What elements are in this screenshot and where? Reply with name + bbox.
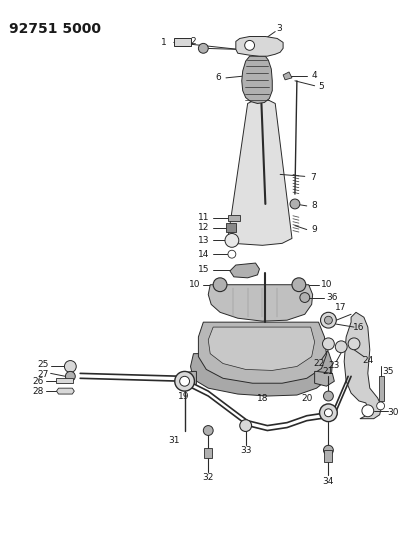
Circle shape	[228, 251, 236, 258]
Text: 34: 34	[323, 477, 334, 486]
Circle shape	[320, 404, 337, 422]
Text: 31: 31	[168, 436, 180, 445]
Polygon shape	[242, 56, 272, 103]
Circle shape	[300, 293, 310, 302]
Circle shape	[324, 445, 333, 455]
Bar	[226, 223, 236, 231]
Text: 19: 19	[178, 392, 189, 400]
Text: 23: 23	[329, 361, 340, 370]
Polygon shape	[228, 100, 292, 245]
Polygon shape	[315, 372, 334, 386]
Circle shape	[225, 233, 239, 247]
Text: 10: 10	[321, 280, 332, 289]
Circle shape	[322, 338, 334, 350]
Text: 36: 36	[327, 293, 338, 302]
Text: 5: 5	[319, 82, 324, 91]
Text: 17: 17	[334, 303, 346, 312]
Circle shape	[181, 374, 190, 384]
Text: 10: 10	[189, 280, 200, 289]
Text: 7: 7	[310, 173, 316, 182]
Circle shape	[362, 405, 374, 417]
Text: 4: 4	[312, 71, 318, 80]
Text: 32: 32	[202, 473, 214, 482]
Text: 35: 35	[383, 367, 394, 376]
Polygon shape	[283, 72, 292, 80]
Polygon shape	[198, 322, 326, 383]
Circle shape	[320, 312, 336, 328]
Polygon shape	[236, 36, 283, 56]
Circle shape	[335, 341, 347, 353]
Circle shape	[66, 372, 75, 381]
Text: 92751 5000: 92751 5000	[9, 22, 101, 36]
Circle shape	[290, 199, 300, 209]
Circle shape	[240, 419, 252, 432]
Bar	[174, 38, 192, 46]
Text: 28: 28	[32, 386, 44, 395]
Text: 12: 12	[198, 223, 209, 232]
Bar	[228, 215, 240, 221]
Text: 26: 26	[32, 377, 44, 386]
Circle shape	[292, 278, 306, 292]
Circle shape	[245, 41, 254, 50]
Circle shape	[324, 316, 332, 324]
Circle shape	[203, 425, 213, 435]
Bar	[379, 376, 384, 401]
Circle shape	[213, 278, 227, 292]
Bar	[324, 450, 332, 462]
Polygon shape	[208, 327, 315, 370]
Text: 3: 3	[276, 24, 282, 33]
Text: 18: 18	[257, 393, 268, 402]
Text: 33: 33	[240, 446, 252, 455]
Text: 1: 1	[161, 38, 167, 47]
Text: 15: 15	[198, 265, 209, 274]
Circle shape	[377, 402, 384, 410]
Text: 11: 11	[198, 213, 209, 222]
Circle shape	[198, 43, 208, 53]
Text: 8: 8	[312, 201, 318, 211]
Text: 9: 9	[312, 225, 318, 234]
Text: 13: 13	[198, 236, 209, 245]
Text: 27: 27	[37, 370, 48, 379]
Circle shape	[180, 376, 190, 386]
Text: 20: 20	[301, 393, 312, 402]
Text: 2: 2	[191, 37, 196, 46]
Circle shape	[175, 372, 194, 391]
Polygon shape	[177, 372, 196, 386]
Text: 14: 14	[198, 249, 209, 259]
Polygon shape	[208, 285, 313, 321]
Text: 16: 16	[353, 322, 365, 332]
Polygon shape	[190, 352, 332, 396]
Polygon shape	[344, 312, 382, 419]
Bar	[204, 448, 212, 458]
Bar	[56, 378, 73, 383]
Text: 25: 25	[37, 360, 48, 369]
Text: 6: 6	[215, 74, 221, 83]
Polygon shape	[230, 263, 260, 278]
Text: 24: 24	[362, 356, 374, 365]
Circle shape	[348, 338, 360, 350]
Text: 21: 21	[323, 367, 334, 376]
Text: 30: 30	[388, 408, 399, 417]
Circle shape	[324, 391, 333, 401]
Circle shape	[324, 409, 332, 417]
Polygon shape	[56, 388, 74, 394]
Circle shape	[64, 360, 76, 373]
Text: 22: 22	[313, 359, 324, 368]
